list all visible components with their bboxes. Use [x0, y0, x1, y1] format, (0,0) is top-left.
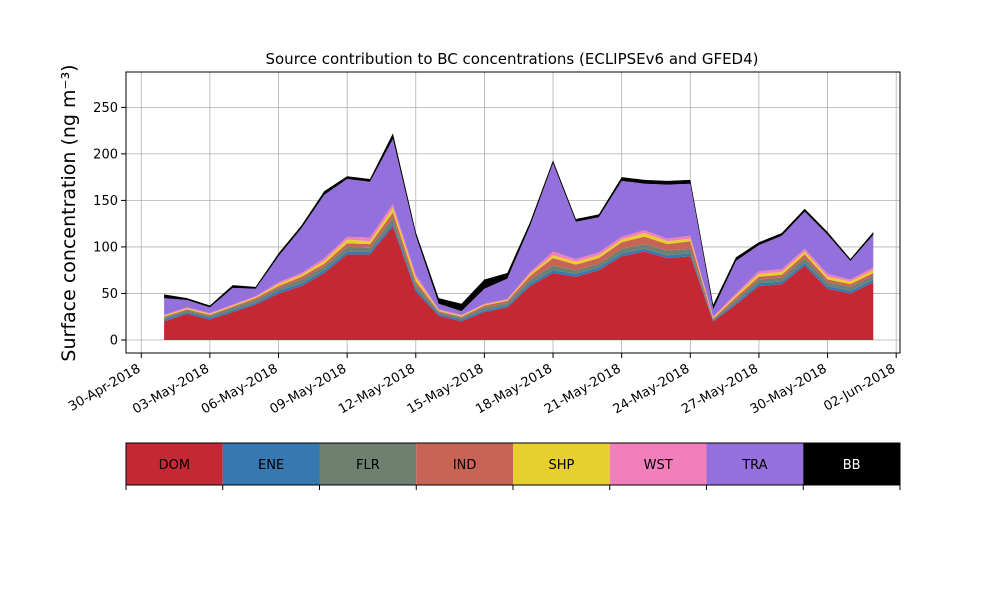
y-axis-label: Surface concentration (ng m⁻³) — [58, 64, 80, 361]
plot-frame — [125, 71, 901, 354]
legend-label-tra: TRA — [741, 458, 767, 473]
legend-swatch-ind — [416, 443, 513, 485]
legend-swatch-flr — [319, 443, 417, 485]
x-tick-label: 24-May-2018 — [611, 361, 693, 417]
legend-swatch-shp — [513, 443, 610, 485]
legend-label-ene: ENE — [258, 458, 284, 473]
legend-label-shp: SHP — [548, 458, 574, 473]
y-tick-label: 250 — [93, 101, 118, 116]
x-tick-label: 03-May-2018 — [130, 361, 212, 417]
x-tick-label: 18-May-2018 — [473, 361, 555, 417]
y-tick-label: 200 — [93, 147, 118, 162]
x-tick-label: 27-May-2018 — [679, 361, 761, 417]
legend-swatch-ene — [222, 443, 320, 485]
x-tick-label: 12-May-2018 — [336, 361, 418, 417]
x-tick-label: 15-May-2018 — [405, 361, 487, 417]
y-tick-label: 50 — [101, 287, 118, 302]
x-tick-label: 21-May-2018 — [542, 361, 624, 417]
legend-label-ind: IND — [453, 458, 477, 473]
legend-swatch-dom — [126, 443, 223, 485]
legend-label-bb: BB — [843, 458, 861, 473]
legend-label-wst: WST — [644, 458, 673, 473]
legend: DOM ENE FLR IND SHP WST TRA BB — [125, 442, 901, 490]
x-tick-label: 06-May-2018 — [199, 361, 281, 417]
area-tra — [164, 139, 874, 317]
legend-swatch-tra — [706, 443, 804, 485]
y-tick-label: 150 — [93, 194, 118, 209]
legend-swatch-wst — [609, 443, 707, 485]
y-tick-label: 0 — [110, 333, 118, 348]
x-tick-label: 02-Jun-2018 — [821, 361, 898, 414]
chart-title: Source contribution to BC concentrations… — [265, 50, 758, 68]
legend-label-dom: DOM — [159, 458, 190, 473]
area-dom — [164, 226, 874, 340]
stacked-areas — [164, 133, 874, 340]
x-tick-label: 09-May-2018 — [267, 361, 349, 417]
x-tick-label: 30-May-2018 — [748, 361, 830, 417]
legend-label-flr: FLR — [356, 458, 380, 473]
legend-swatch-bb — [803, 443, 900, 485]
y-tick-label: 100 — [93, 240, 118, 255]
